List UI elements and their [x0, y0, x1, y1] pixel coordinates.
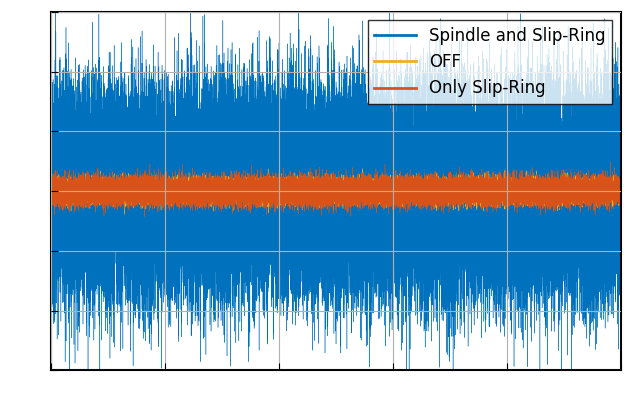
Spindle and Slip-Ring [356, 182, 364, 187]
Only Slip-Ring [266, 194, 273, 199]
Line: Spindle and Slip-Ring: Spindle and Slip-Ring [51, 0, 621, 394]
Line: Only Slip-Ring: Only Slip-Ring [51, 162, 621, 217]
Spindle and Slip-Ring [47, 199, 55, 204]
Line: OFF: OFF [51, 169, 621, 214]
Only Slip-Ring [390, 192, 398, 197]
Spindle and Slip-Ring [390, 198, 398, 203]
OFF [470, 193, 478, 197]
OFF [356, 186, 364, 190]
Spindle and Slip-Ring [86, 155, 94, 160]
Only Slip-Ring [47, 194, 55, 199]
OFF [47, 198, 55, 203]
Only Slip-Ring [184, 186, 192, 191]
OFF [390, 191, 398, 196]
OFF [184, 189, 192, 193]
Spindle and Slip-Ring [470, 150, 478, 155]
Only Slip-Ring [141, 214, 148, 219]
Only Slip-Ring [607, 159, 614, 164]
Spindle and Slip-Ring [617, 206, 625, 211]
OFF [358, 166, 366, 171]
OFF [617, 192, 625, 197]
Only Slip-Ring [86, 192, 94, 197]
Only Slip-Ring [470, 193, 478, 197]
Spindle and Slip-Ring [184, 119, 192, 124]
OFF [266, 187, 273, 192]
Spindle and Slip-Ring [266, 147, 273, 151]
Only Slip-Ring [617, 187, 625, 192]
Only Slip-Ring [356, 191, 364, 195]
OFF [120, 212, 128, 217]
Legend: Spindle and Slip-Ring, OFF, Only Slip-Ring: Spindle and Slip-Ring, OFF, Only Slip-Ri… [367, 20, 612, 104]
OFF [86, 186, 94, 191]
